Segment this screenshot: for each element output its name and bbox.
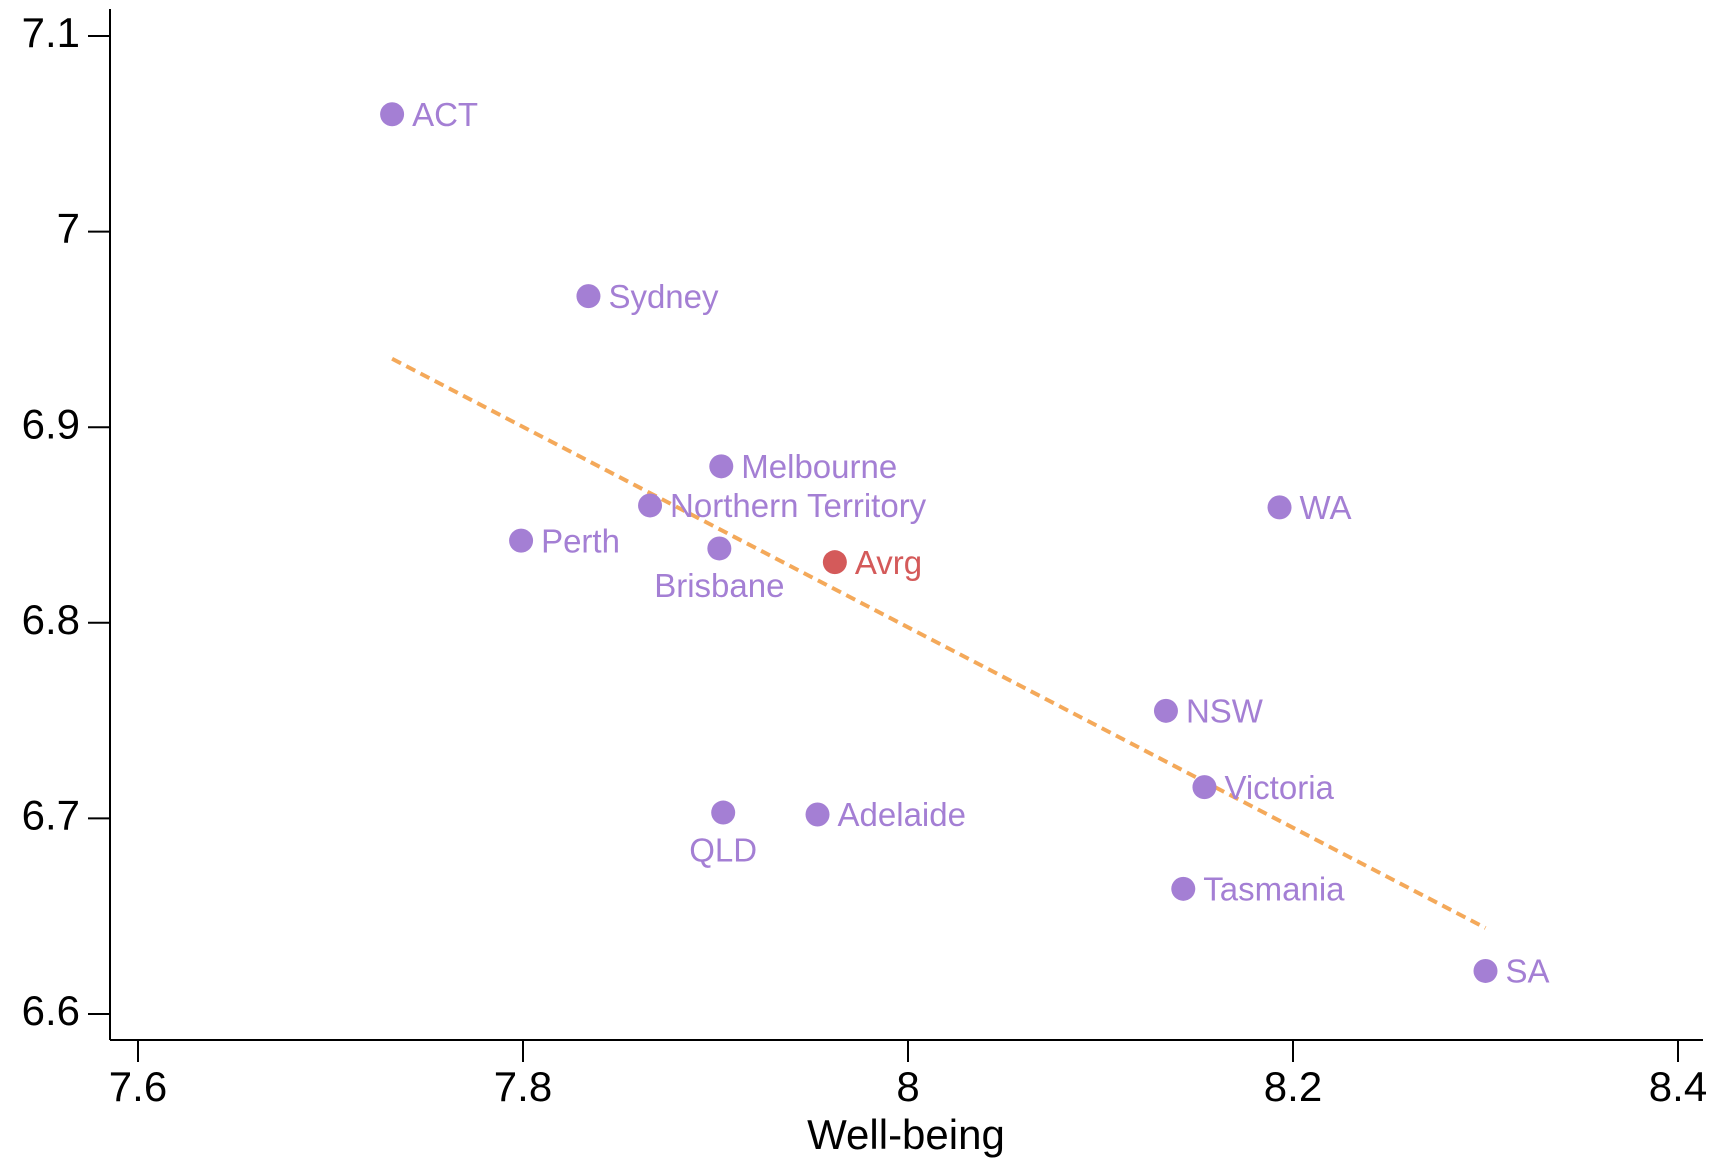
point xyxy=(709,454,734,479)
point xyxy=(822,550,847,575)
y-tick-label: 6.9 xyxy=(22,400,80,447)
point-label: SA xyxy=(1506,953,1550,990)
point-label: ACT xyxy=(412,96,478,133)
y-tick-label: 6.8 xyxy=(22,596,80,643)
x-tick-label: 8.2 xyxy=(1264,1063,1322,1110)
trend-line xyxy=(391,356,1487,930)
point-label: Avrg xyxy=(855,544,922,581)
point-label: WA xyxy=(1300,489,1352,526)
point-label: QLD xyxy=(689,831,757,868)
y-tick-label: 6.6 xyxy=(22,987,80,1034)
point-label: Sydney xyxy=(608,278,719,315)
x-tick-label: 8.4 xyxy=(1649,1063,1707,1110)
point xyxy=(1473,958,1498,983)
x-tick-label: 7.6 xyxy=(109,1063,167,1110)
point xyxy=(1171,876,1196,901)
x-axis-title: Well-being xyxy=(807,1111,1005,1158)
point xyxy=(805,802,830,827)
y-tick-label: 7.1 xyxy=(22,9,80,56)
point xyxy=(1267,495,1292,520)
point-label: Victoria xyxy=(1224,769,1334,806)
y-tick-label: 6.7 xyxy=(22,791,80,838)
point xyxy=(707,536,732,561)
point xyxy=(711,800,736,825)
point-label: Brisbane xyxy=(654,567,784,604)
point-label: Perth xyxy=(541,522,620,559)
point xyxy=(509,528,534,553)
point xyxy=(1192,775,1217,800)
point-label: Melbourne xyxy=(741,448,897,485)
point-label: NSW xyxy=(1186,693,1264,730)
point-label: Tasmania xyxy=(1203,871,1345,908)
point xyxy=(380,102,405,127)
y-tick-label: 7 xyxy=(57,205,80,252)
x-tick-label: 8 xyxy=(896,1063,919,1110)
point xyxy=(638,493,663,518)
point-label: Adelaide xyxy=(838,796,966,833)
point xyxy=(1153,698,1178,723)
point-label: Northern Territory xyxy=(670,487,927,524)
point xyxy=(576,284,601,309)
x-tick-label: 7.8 xyxy=(494,1063,552,1110)
